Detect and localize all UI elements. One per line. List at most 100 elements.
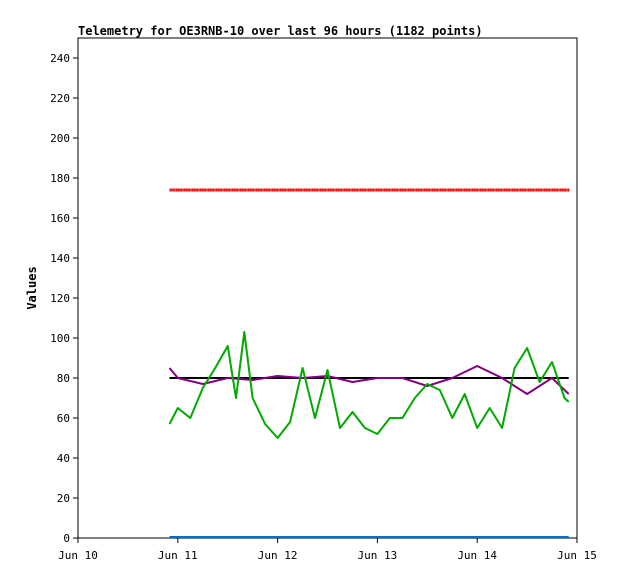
data-point	[492, 188, 495, 192]
plot-frame	[77, 37, 578, 539]
data-point	[513, 188, 515, 192]
data-point	[420, 188, 423, 192]
data-point	[300, 188, 303, 192]
data-point	[401, 188, 403, 192]
data-point	[547, 188, 549, 192]
data-point	[305, 188, 307, 192]
data-point	[396, 188, 399, 192]
y-tick-label: 0	[63, 532, 70, 545]
data-point	[399, 188, 402, 192]
data-point	[422, 188, 424, 192]
data-point	[198, 188, 200, 192]
data-point	[563, 188, 565, 192]
data-point	[446, 188, 448, 192]
data-point	[473, 188, 475, 192]
data-point	[343, 188, 346, 192]
data-point	[326, 188, 328, 192]
x-tick-label: Jun 14	[457, 549, 497, 562]
data-point	[566, 188, 568, 192]
data-point	[270, 188, 272, 192]
data-point	[319, 188, 322, 192]
data-point	[451, 188, 453, 192]
data-point	[500, 188, 503, 192]
y-tick-label: 240	[50, 52, 70, 65]
data-point	[455, 188, 458, 192]
data-point	[244, 188, 247, 192]
data-point	[439, 188, 442, 192]
data-point	[561, 188, 563, 192]
data-point	[391, 188, 394, 192]
data-point	[462, 188, 464, 192]
data-point	[299, 188, 301, 192]
data-point	[460, 188, 463, 192]
data-point	[564, 188, 567, 192]
data-point	[526, 188, 528, 192]
data-point	[377, 188, 379, 192]
data-point	[415, 188, 418, 192]
data-point	[315, 188, 317, 192]
data-point	[303, 188, 306, 192]
data-point	[371, 188, 373, 192]
data-point	[438, 188, 440, 192]
data-point	[436, 188, 439, 192]
data-point	[169, 188, 171, 192]
data-point	[531, 188, 533, 192]
data-point	[521, 188, 523, 192]
y-tick-label: 180	[50, 172, 70, 185]
data-point	[239, 188, 242, 192]
data-point	[231, 188, 234, 192]
data-point	[342, 188, 344, 192]
data-point	[427, 188, 429, 192]
data-point	[467, 188, 469, 192]
data-point	[556, 188, 559, 192]
data-point	[527, 188, 530, 192]
data-point	[457, 188, 459, 192]
data-point	[524, 188, 527, 192]
data-point	[313, 188, 315, 192]
data-point	[348, 188, 351, 192]
data-point	[308, 188, 311, 192]
data-point	[359, 188, 362, 192]
data-point	[468, 188, 471, 192]
data-point	[171, 188, 173, 192]
data-point	[499, 188, 501, 192]
y-tick-label: 140	[50, 252, 70, 265]
data-point	[535, 188, 538, 192]
y-tick-label: 160	[50, 212, 70, 225]
data-point	[443, 188, 445, 192]
data-point	[508, 188, 511, 192]
data-point	[542, 188, 544, 192]
data-point	[510, 188, 512, 192]
data-point	[241, 188, 243, 192]
data-point	[227, 188, 229, 192]
data-point	[375, 188, 378, 192]
data-point	[529, 188, 531, 192]
data-point	[567, 188, 570, 192]
data-point	[267, 188, 269, 192]
data-point	[393, 188, 395, 192]
data-point	[383, 188, 386, 192]
data-point	[548, 188, 551, 192]
data-point	[518, 188, 520, 192]
data-point	[332, 188, 335, 192]
data-point	[243, 188, 245, 192]
data-point	[182, 188, 184, 192]
data-point	[177, 188, 179, 192]
data-point	[268, 188, 271, 192]
data-point	[287, 188, 290, 192]
data-point	[331, 188, 333, 192]
data-point	[214, 188, 216, 192]
data-point	[423, 188, 426, 192]
data-point	[505, 188, 507, 192]
data-point	[172, 188, 175, 192]
data-point	[225, 188, 227, 192]
data-point	[249, 188, 251, 192]
data-point	[283, 188, 285, 192]
data-point	[551, 188, 554, 192]
x-axis-ticks: Jun 10 Jun 11 Jun 12 Jun 13 Jun 14 Jun 15	[58, 538, 597, 562]
data-point	[369, 188, 371, 192]
data-point	[302, 188, 304, 192]
data-point	[479, 188, 482, 192]
data-point	[558, 188, 560, 192]
data-point	[262, 188, 264, 192]
